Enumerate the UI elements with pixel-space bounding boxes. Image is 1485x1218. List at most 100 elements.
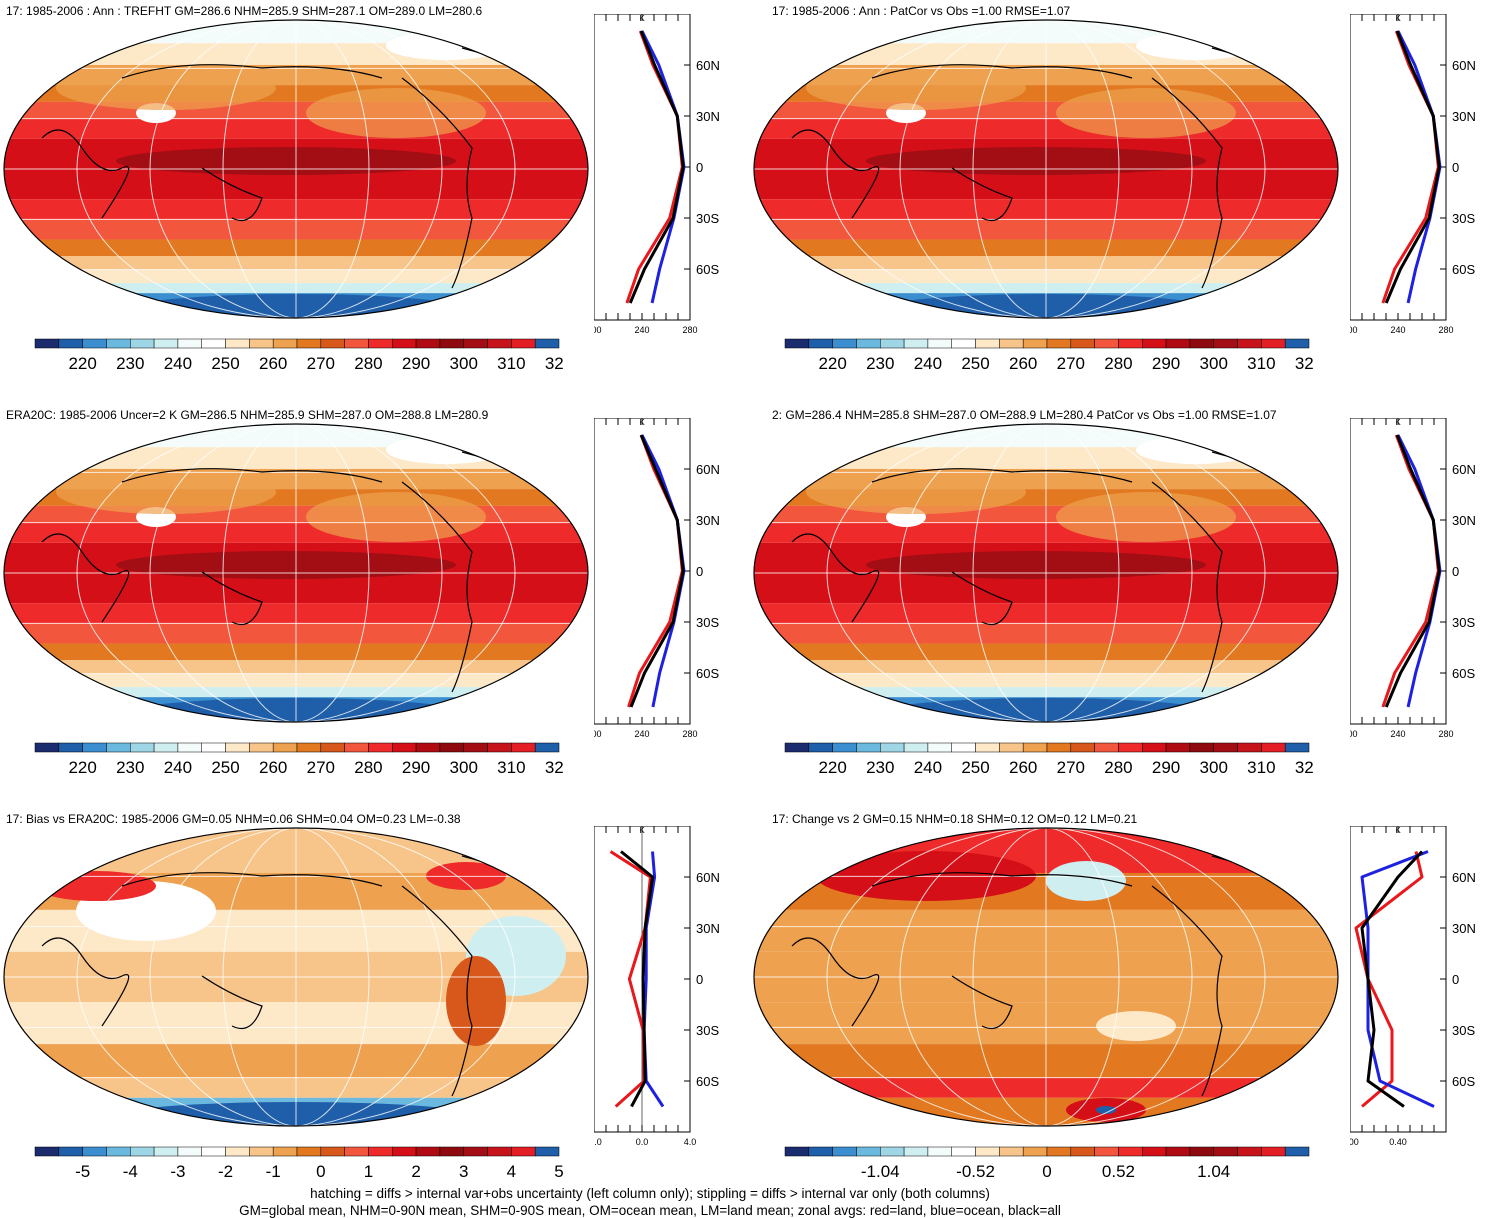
colorbar-swatch — [784, 742, 810, 753]
colorbar-swatch — [34, 1146, 60, 1157]
colorbar-label: 240 — [164, 354, 192, 373]
colorbar-swatch — [511, 1146, 536, 1157]
colorbar-label: -1.04 — [861, 1162, 900, 1181]
warm-pool — [116, 147, 456, 175]
colorbar-label: 2 — [411, 1162, 420, 1181]
colorbar-swatch — [249, 338, 274, 349]
colorbar-swatch — [272, 1146, 298, 1157]
colorbar-swatch — [808, 338, 833, 349]
colorbar-swatch — [296, 1146, 322, 1157]
colorbar-swatch — [177, 742, 202, 753]
zonal-lat-label: 0 — [1452, 972, 1459, 987]
meridian-line — [222, 20, 370, 318]
colorbar-swatch — [832, 338, 857, 349]
colorbar: -1.04 -0.52 0 0.52 1.04 — [784, 1146, 1310, 1181]
colorbar-swatch — [344, 742, 369, 753]
coastline — [791, 937, 880, 1027]
colorbar-swatch — [999, 742, 1024, 753]
warm-pool — [866, 551, 1206, 579]
zonal-lat-label: 60S — [696, 262, 719, 277]
colorbar-label: 0 — [316, 1162, 325, 1181]
colorbar-swatch — [344, 1146, 369, 1157]
colorbar-swatch — [1142, 1146, 1167, 1157]
zonal-lat-label: 60S — [696, 666, 719, 681]
colorbar-swatch — [1213, 1146, 1238, 1157]
map-border — [753, 827, 1339, 1127]
colorbar-label: 300 — [1200, 758, 1228, 777]
coastline — [201, 571, 263, 626]
colorbar-label: -0.52 — [956, 1162, 995, 1181]
zonal-x-label: 240 — [634, 325, 649, 335]
greenland-cold — [1136, 436, 1256, 464]
colorbar-swatch — [975, 742, 1000, 753]
zonal-x-label: 200 — [1350, 729, 1358, 739]
colorbar-swatch — [1070, 338, 1095, 349]
zonal-line-ocean — [642, 851, 665, 1108]
north-america-land — [1056, 492, 1236, 542]
colorbar-swatch — [34, 338, 60, 349]
zonal-lat-label: 60S — [1452, 666, 1475, 681]
coastline — [121, 468, 383, 483]
colorbar-swatch — [1022, 1146, 1048, 1157]
colorbar-swatch — [1189, 338, 1214, 349]
map-panel — [753, 423, 1339, 723]
colorbar-swatch — [903, 742, 929, 753]
colorbar-swatch — [1284, 1146, 1310, 1157]
colorbar-label: 240 — [164, 758, 192, 777]
colorbar-swatch — [903, 1146, 929, 1157]
zonal-lat-label: 30N — [696, 513, 720, 528]
coastline — [1151, 77, 1223, 289]
meridian-line — [899, 424, 1193, 722]
colorbar-label: 260 — [259, 354, 287, 373]
colorbar-label: 280 — [354, 758, 382, 777]
meridian-line — [972, 828, 1120, 1126]
zonal-lat-label: 0 — [696, 564, 703, 579]
colorbar-swatch — [225, 338, 250, 349]
colorbar-swatch — [58, 742, 83, 753]
colorbar-swatch — [1165, 338, 1191, 349]
colorbar-swatch — [487, 1146, 512, 1157]
zonal-lat-label: 60S — [1452, 1074, 1475, 1089]
colorbar-swatch — [880, 1146, 905, 1157]
zonal-lat-label: 60N — [696, 462, 720, 477]
colorbar: 220 230 240 250 260 270 280 290 300 310 320 — [34, 742, 564, 777]
colorbar-swatch — [999, 1146, 1024, 1157]
coastline — [401, 481, 473, 693]
colorbar-swatch — [1261, 338, 1286, 349]
coastline — [41, 533, 130, 623]
map-border — [753, 19, 1339, 319]
colorbar-swatch — [1022, 742, 1048, 753]
zonal-line-all — [1360, 850, 1424, 1108]
coastline — [1151, 885, 1223, 1097]
meridian-line — [972, 20, 1120, 318]
colorbar-swatch — [201, 742, 226, 753]
greenland-cold — [386, 32, 506, 60]
footer-line-2: GM=global mean, NHM=0-90N mean, SHM=0-90… — [239, 1203, 1061, 1218]
colorbar-swatch — [439, 742, 464, 753]
colorbar-swatch — [534, 338, 560, 349]
meridian-line — [826, 424, 1266, 722]
colorbar-label: -4 — [123, 1162, 138, 1181]
colorbar-swatch — [1070, 742, 1095, 753]
colorbar-swatch — [1142, 742, 1167, 753]
coastline — [401, 77, 473, 289]
panel-title: 17: 1985-2006 : Ann : TREFHT GM=286.6 NH… — [6, 4, 483, 18]
colorbar-swatch — [34, 742, 60, 753]
zonal-lat-label: 60S — [696, 1074, 719, 1089]
colorbar-swatch — [463, 1146, 488, 1157]
colorbar-swatch — [487, 742, 512, 753]
colorbar-label: 290 — [1152, 354, 1180, 373]
colorbar-swatch — [1284, 742, 1310, 753]
colorbar-swatch — [927, 338, 952, 349]
colorbar-swatch — [58, 1146, 83, 1157]
colorbar-label: 250 — [961, 758, 989, 777]
warm-pool — [866, 147, 1206, 175]
zonal-lat-label: 30N — [1452, 921, 1476, 936]
colorbar-swatch — [368, 742, 393, 753]
colorbar-swatch — [106, 338, 131, 349]
colorbar-swatch — [1284, 338, 1310, 349]
zonal-mean-plot: K60N30N030S60S200240280 — [1350, 418, 1476, 739]
zonal-lat-label: 0 — [1452, 160, 1459, 175]
colorbar-swatch — [392, 742, 417, 753]
zonal-lat-label: 0 — [1452, 564, 1459, 579]
